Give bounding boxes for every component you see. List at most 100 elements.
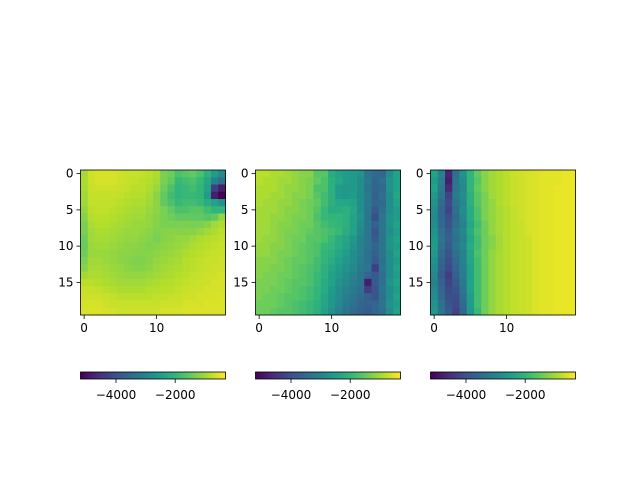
- heatmap-cell: [328, 257, 336, 265]
- heatmap-cell: [145, 286, 154, 294]
- heatmap-cell: [349, 177, 358, 185]
- heatmap-cell: [539, 242, 547, 251]
- heatmap-cell: [466, 206, 475, 214]
- heatmap-cell: [553, 264, 562, 272]
- heatmap-cell: [481, 271, 489, 280]
- heatmap-cell: [335, 199, 343, 207]
- heatmap-cell: [393, 191, 401, 200]
- heatmap-cell: [277, 177, 285, 185]
- heatmap-cell: [328, 206, 336, 214]
- heatmap-cell: [568, 278, 576, 287]
- heatmap-cell: [524, 278, 533, 287]
- heatmap-cell: [437, 213, 446, 222]
- heatmap-cell: [452, 257, 460, 265]
- heatmap-cell: [124, 228, 132, 236]
- heatmap-cell: [517, 300, 526, 309]
- heatmap-cell: [306, 307, 314, 316]
- heatmap-cell: [430, 278, 439, 287]
- y-tick-label: 10: [58, 239, 73, 253]
- heatmap-cell: [466, 286, 475, 294]
- heatmap-cell: [262, 220, 271, 229]
- heatmap-cell: [291, 293, 300, 301]
- heatmap-cell: [291, 300, 300, 309]
- heatmap-cell: [320, 235, 329, 243]
- heatmap-cell: [532, 300, 540, 309]
- heatmap-cell: [306, 213, 314, 222]
- heatmap-cell: [532, 235, 540, 243]
- heatmap-cell: [393, 206, 401, 214]
- heatmap-cell: [138, 242, 147, 251]
- heatmap-cell: [488, 249, 497, 258]
- heatmap-cell: [80, 249, 89, 258]
- heatmap-cell: [182, 177, 190, 185]
- heatmap-cell: [153, 206, 161, 214]
- y-tick-label: 5: [241, 203, 249, 217]
- heatmap-cell: [211, 257, 219, 265]
- colorbar: [80, 371, 226, 380]
- heatmap-cell: [116, 271, 125, 280]
- heatmap-cell: [532, 184, 540, 193]
- heatmap-cell: [568, 191, 576, 200]
- heatmap-cell: [320, 228, 329, 236]
- heatmap-cell: [313, 206, 322, 214]
- heatmap-cell: [561, 300, 569, 309]
- heatmap-cell: [320, 242, 329, 251]
- heatmap-cell: [364, 206, 372, 214]
- heatmap-cell: [349, 191, 358, 200]
- y-tick-label: 0: [416, 167, 424, 181]
- heatmap-cell: [306, 170, 314, 178]
- heatmap-cell: [539, 293, 547, 301]
- heatmap-cell: [364, 286, 372, 294]
- heatmap-cell: [335, 286, 343, 294]
- heatmap-cell: [189, 242, 197, 251]
- heatmap-cell: [459, 278, 468, 287]
- heatmap-cell: [299, 228, 307, 236]
- heatmap-cell: [532, 257, 540, 265]
- heatmap-cell: [386, 235, 394, 243]
- heatmap-cell: [95, 228, 103, 236]
- y-tick-label: 0: [66, 167, 74, 181]
- heatmap-cell: [284, 191, 293, 200]
- heatmap-cell: [87, 307, 96, 316]
- heatmap-cell: [160, 206, 168, 214]
- heatmap-cell: [102, 242, 110, 251]
- heatmap-cell: [124, 278, 132, 287]
- heatmap-cell: [124, 293, 132, 301]
- heatmap-cell: [445, 286, 453, 294]
- heatmap-cell: [320, 300, 329, 309]
- heatmap-cell: [306, 228, 314, 236]
- heatmap-cell: [342, 307, 351, 316]
- heatmap-cell: [445, 300, 453, 309]
- heatmap-cell: [430, 257, 439, 265]
- heatmap-cell: [284, 286, 293, 294]
- heatmap-cell: [474, 271, 482, 280]
- heatmap-cell: [196, 278, 205, 287]
- heatmap-cell: [306, 249, 314, 258]
- heatmap-cell: [218, 206, 226, 214]
- heatmap-cell: [481, 228, 489, 236]
- heatmap-cell: [503, 278, 511, 287]
- heatmap-cell: [495, 293, 504, 301]
- heatmap-cell: [553, 307, 562, 316]
- heatmap-cell: [138, 293, 147, 301]
- heatmap-cell: [203, 170, 212, 178]
- x-tick-label: 0: [80, 321, 88, 335]
- heatmap-cell: [87, 278, 96, 287]
- heatmap-cell: [364, 235, 372, 243]
- heatmap-cell: [568, 177, 576, 185]
- heatmap-cell: [320, 220, 329, 229]
- heatmap-cell: [510, 300, 518, 309]
- heatmap-cell: [386, 177, 394, 185]
- heatmap-cell: [270, 271, 278, 280]
- heatmap-cell: [153, 242, 161, 251]
- heatmap-cell: [320, 257, 329, 265]
- heatmap-cell: [364, 228, 372, 236]
- heatmap-cell: [299, 220, 307, 229]
- heatmap-cell: [539, 213, 547, 222]
- heatmap-cell: [270, 228, 278, 236]
- heatmap-cell: [124, 242, 132, 251]
- y-tick-label: 5: [66, 203, 74, 217]
- heatmap-cell: [481, 307, 489, 316]
- heatmap-cell: [510, 293, 518, 301]
- heatmap-cell: [203, 235, 212, 243]
